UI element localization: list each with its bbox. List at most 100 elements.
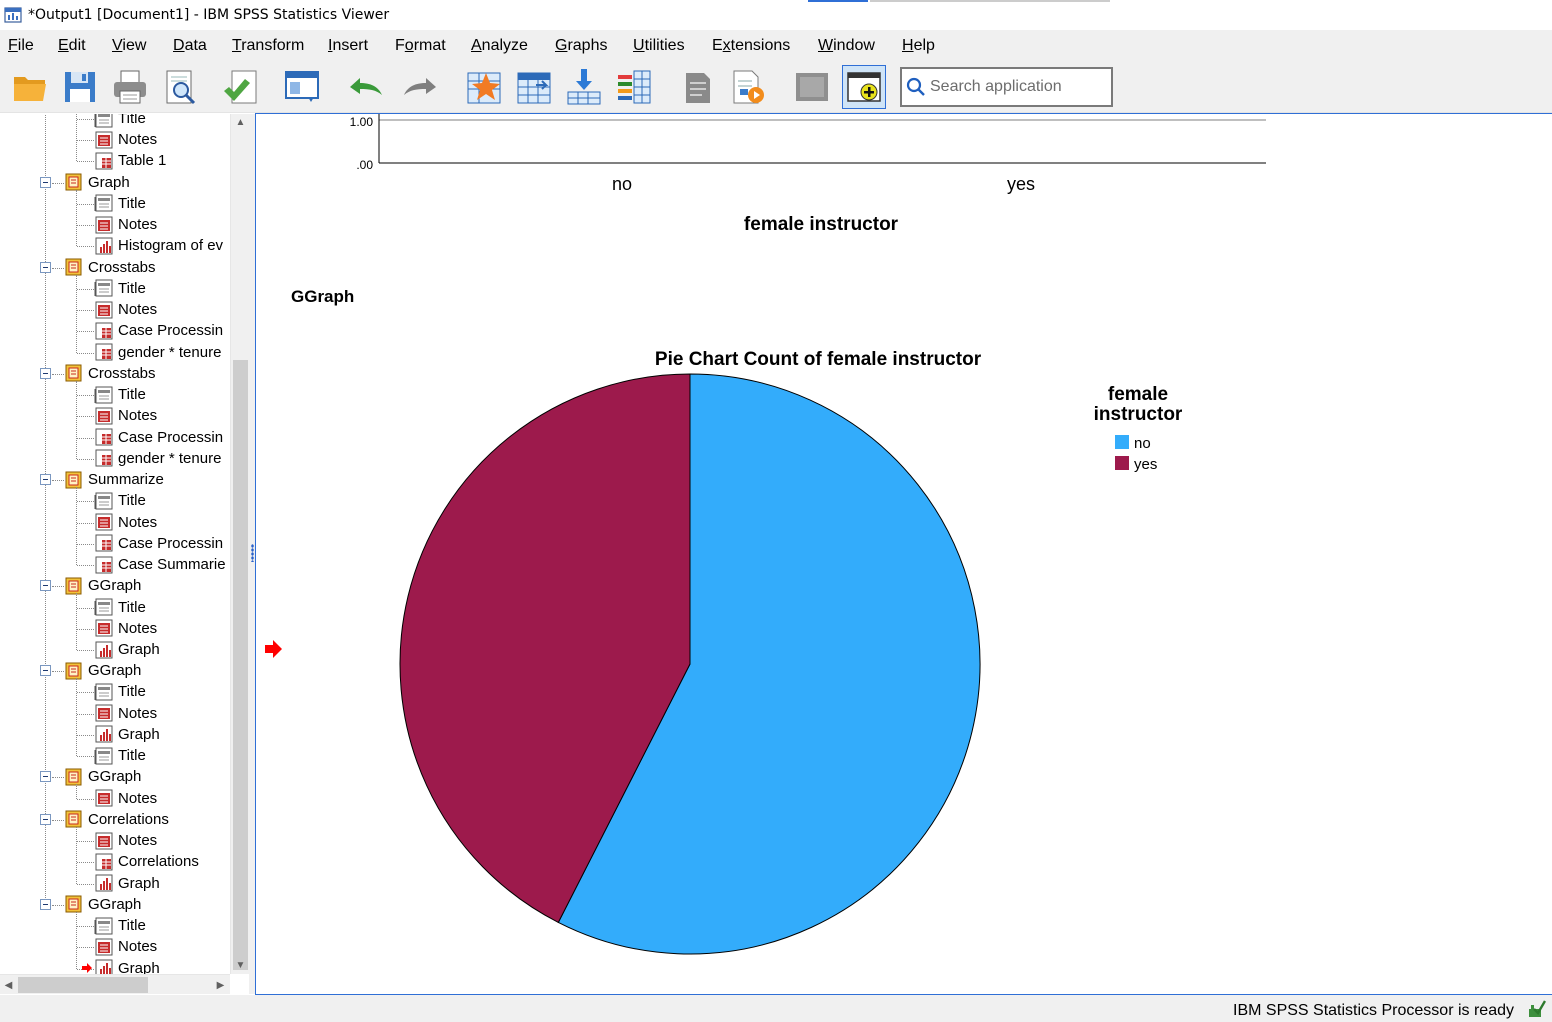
collapse-toggle-icon[interactable]	[40, 176, 51, 188]
menu-format[interactable]: Format	[387, 30, 454, 61]
collapse-toggle-icon[interactable]	[40, 261, 51, 273]
menu-window[interactable]: Window	[810, 30, 883, 61]
menu-edit[interactable]: Edit	[50, 30, 94, 61]
undo-icon	[350, 78, 382, 95]
collapse-toggle-icon[interactable]	[40, 665, 51, 677]
menu-label-suffix: nsert	[332, 37, 369, 54]
pie-slice-yes[interactable]	[399, 373, 691, 924]
outline-item-node[interactable]: Title	[94, 193, 146, 214]
search-input[interactable]	[930, 78, 1110, 96]
splitter-grip-icon[interactable]	[251, 544, 254, 562]
outline-item-node[interactable]: Notes	[94, 512, 157, 533]
outline-item-node[interactable]: Notes	[94, 214, 157, 235]
outline-group-node[interactable]: GGraph	[64, 894, 141, 915]
outline-item-node[interactable]: Graph	[94, 639, 160, 660]
collapse-toggle-icon[interactable]	[40, 898, 51, 910]
menu-accelerator-key: o	[404, 37, 414, 54]
outline-item-node[interactable]: Notes	[94, 129, 157, 150]
collapse-toggle-icon[interactable]	[40, 474, 51, 486]
outline-item-node[interactable]: Title	[94, 597, 146, 618]
outline-group-node[interactable]: GGraph	[64, 660, 141, 681]
outline-item-node[interactable]: Notes	[94, 936, 157, 957]
outline-item-node[interactable]: Notes	[94, 830, 157, 851]
collapse-toggle-icon[interactable]	[40, 771, 51, 783]
outline-item-node[interactable]: Title	[94, 915, 146, 936]
outline-item-node[interactable]: Title	[94, 278, 146, 299]
print-preview-button[interactable]	[158, 65, 202, 109]
outline-item-node[interactable]: Case Processin	[94, 533, 223, 554]
collapse-toggle-icon[interactable]	[40, 367, 51, 379]
outline-item-node[interactable]: Graph	[82, 958, 160, 979]
demote-button[interactable]	[726, 65, 770, 109]
outline-item-node[interactable]: gender * tenure	[94, 448, 221, 469]
select-last-output-button[interactable]	[562, 65, 606, 109]
menu-graphs[interactable]: Graphs	[547, 30, 615, 61]
insert-output-button[interactable]	[842, 65, 886, 109]
outline-group-node[interactable]: Summarize	[64, 469, 164, 490]
outline-item-node[interactable]: Case Processin	[94, 320, 223, 341]
menu-view[interactable]: View	[104, 30, 154, 61]
goto-data-button[interactable]	[462, 65, 506, 109]
outline-item-node[interactable]: Title	[94, 114, 146, 129]
outline-item-node[interactable]: Notes	[94, 618, 157, 639]
bar-chart-fragment[interactable]: 1.00 .00 no yes female instructor	[350, 114, 1266, 235]
menu-transform[interactable]: Transform	[224, 30, 312, 61]
outline-item-node[interactable]: Graph	[94, 873, 160, 894]
outline-group-node[interactable]: Crosstabs	[64, 257, 156, 278]
designate-window-button[interactable]	[612, 65, 656, 109]
outline-item-node[interactable]: Notes	[94, 299, 157, 320]
menu-extensions[interactable]: Extensions	[704, 30, 798, 61]
outline-item-node[interactable]: Title	[94, 490, 146, 511]
outline-item-node[interactable]: Case Processin	[94, 427, 223, 448]
outline-item-node[interactable]: Notes	[94, 703, 157, 724]
outline-item-node[interactable]: Correlations	[94, 851, 199, 872]
contents-pane[interactable]: 1.00 .00 no yes female instructor GGraph…	[255, 113, 1552, 995]
outline-group-node[interactable]: Correlations	[64, 809, 169, 830]
pie-chart[interactable]: Pie Chart Count of female instructor fem…	[399, 349, 1183, 955]
collapse-toggle-icon[interactable]	[40, 580, 51, 592]
save-button[interactable]	[58, 65, 102, 109]
goto-case-button[interactable]	[512, 65, 556, 109]
pie-slice-no[interactable]	[557, 373, 981, 955]
menu-file[interactable]: File	[0, 30, 42, 61]
outline-item-node[interactable]: gender * tenure	[94, 342, 221, 363]
outline-item-node[interactable]: Case Summarie	[94, 554, 226, 575]
redo-button[interactable]	[398, 65, 442, 109]
outline-item-node[interactable]: Graph	[94, 724, 160, 745]
scroll-up-icon[interactable]: ▲	[235, 117, 246, 128]
show-hide-button[interactable]	[790, 65, 834, 109]
search-application-field[interactable]	[900, 67, 1113, 107]
menu-data[interactable]: Data	[165, 30, 215, 61]
outline-horizontal-scrollbar[interactable]: ◀ ▶	[0, 974, 230, 994]
pane-splitter[interactable]	[249, 114, 255, 994]
outline-group-node[interactable]: GGraph	[64, 575, 141, 596]
outline-group-node[interactable]: Crosstabs	[64, 363, 156, 384]
outline-horizontal-scroll-thumb[interactable]	[18, 977, 148, 993]
collapse-toggle-icon[interactable]	[40, 813, 51, 825]
print-button[interactable]	[108, 65, 152, 109]
outline-vertical-scroll-thumb[interactable]	[233, 360, 248, 970]
menu-analyze[interactable]: Analyze	[463, 30, 536, 61]
outline-item-node[interactable]: Notes	[94, 788, 157, 809]
outline-item-node[interactable]: Title	[94, 681, 146, 702]
scroll-right-icon[interactable]: ▶	[216, 979, 225, 991]
outline-item-node[interactable]: Title	[94, 384, 146, 405]
outline-item-node[interactable]: Notes	[94, 405, 157, 426]
undo-button[interactable]	[344, 65, 388, 109]
open-folder-button[interactable]	[8, 65, 52, 109]
outline-vertical-scrollbar[interactable]: ▲ ▼	[230, 114, 249, 974]
outline-item-node[interactable]: Histogram of ev	[94, 235, 223, 256]
scroll-left-icon[interactable]: ◀	[4, 979, 13, 991]
outline-item-node[interactable]: Table 1	[94, 150, 166, 171]
menu-insert[interactable]: Insert	[320, 30, 376, 61]
outline-group-node[interactable]: Graph	[64, 172, 130, 193]
menu-utilities[interactable]: Utilities	[625, 30, 693, 61]
recall-dialog-button[interactable]	[280, 65, 324, 109]
promote-button[interactable]	[676, 65, 720, 109]
export-button[interactable]	[218, 65, 262, 109]
menu-help[interactable]: Help	[894, 30, 943, 61]
outline-group-node[interactable]: GGraph	[64, 766, 141, 787]
outline-pane[interactable]: Title Notes Table 1 Graph Title Notes Histogra…	[0, 114, 250, 994]
scroll-down-icon[interactable]: ▼	[235, 960, 246, 971]
outline-item-node[interactable]: Title	[94, 745, 146, 766]
